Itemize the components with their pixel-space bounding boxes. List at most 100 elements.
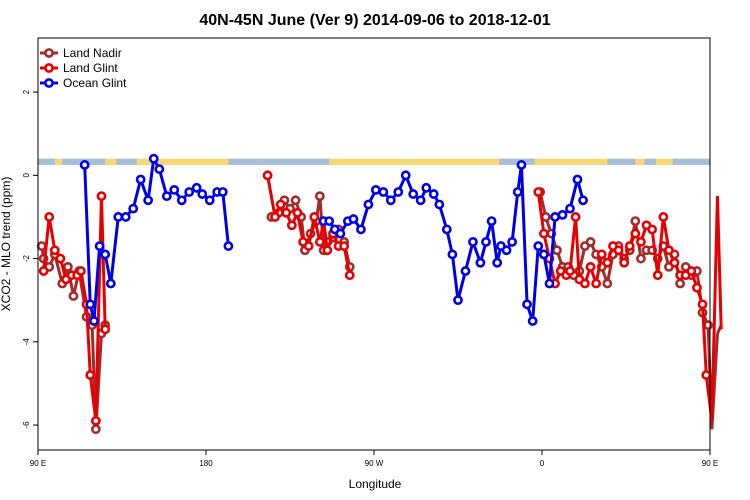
data-point <box>468 237 478 247</box>
y-tick-label: -2 <box>22 254 31 262</box>
data-point <box>516 160 527 170</box>
series-line-segment <box>574 216 581 280</box>
data-point <box>76 266 86 276</box>
data-point <box>636 237 646 247</box>
data-point <box>636 253 646 264</box>
ocean-band-segment <box>38 158 55 165</box>
legend-label: Land Nadir <box>63 46 122 60</box>
data-point <box>697 299 708 310</box>
data-point <box>538 249 549 260</box>
data-point <box>591 278 602 289</box>
data-point <box>184 187 195 197</box>
data-point <box>292 207 303 218</box>
data-point <box>49 245 60 256</box>
data-point <box>544 278 555 289</box>
data-point <box>378 187 389 197</box>
series-line-segment <box>92 245 102 322</box>
data-point <box>501 245 512 256</box>
series-line-segment <box>295 212 305 243</box>
data-point <box>533 241 544 251</box>
y-tick-label: 2 <box>22 89 31 94</box>
data-point <box>113 212 124 222</box>
data-point <box>154 164 165 174</box>
data-point <box>507 237 518 247</box>
y-tick-label: -4 <box>22 338 31 346</box>
x-tick-label: 90 E <box>702 459 718 468</box>
data-point <box>400 170 411 181</box>
series-line-segment <box>450 254 460 301</box>
series-line-segment <box>464 241 475 272</box>
legend-marker <box>44 78 54 88</box>
data-point <box>339 241 350 251</box>
data-point <box>647 224 658 235</box>
series-line-segment <box>510 191 520 243</box>
data-point <box>197 189 208 199</box>
ocean-band-segment <box>691 158 710 165</box>
data-point <box>148 153 159 164</box>
series-line-segment <box>701 304 708 376</box>
ocean-band-segment <box>607 158 636 165</box>
data-point <box>703 320 714 331</box>
data-point <box>176 195 187 206</box>
data-point <box>94 241 105 251</box>
data-point <box>344 270 355 281</box>
series-line-segment <box>531 245 540 322</box>
legend-marker <box>44 48 54 58</box>
y-tick-label: -6 <box>22 421 31 429</box>
series-line-segment <box>109 216 120 284</box>
data-point <box>557 209 568 220</box>
series-line-segment <box>83 164 92 305</box>
series-line-segment <box>656 216 665 276</box>
series-line-segment <box>490 220 499 263</box>
legend-marker <box>44 63 54 73</box>
data-point <box>664 245 674 256</box>
data-point <box>619 257 630 268</box>
data-point <box>434 199 445 210</box>
data-point <box>79 160 90 170</box>
data-point <box>385 195 396 206</box>
data-point <box>85 370 96 380</box>
data-point <box>290 195 301 206</box>
data-point <box>624 241 635 251</box>
ocean-band-segment <box>116 158 137 165</box>
data-point <box>38 266 49 276</box>
data-point <box>565 266 575 276</box>
data-point <box>161 191 172 202</box>
series-line-segment <box>99 196 107 330</box>
series-line-segment <box>547 216 557 284</box>
data-point <box>36 241 47 251</box>
series-line-segment <box>710 196 719 421</box>
data-point <box>314 237 325 247</box>
data-point <box>585 237 596 247</box>
data-point <box>191 182 202 193</box>
data-point <box>281 207 292 218</box>
data-point <box>538 228 549 239</box>
data-point <box>460 266 471 276</box>
data-point <box>447 249 458 260</box>
data-point <box>481 237 491 247</box>
data-point <box>223 241 234 251</box>
data-point <box>143 195 154 206</box>
data-point <box>585 261 596 272</box>
data-point <box>105 278 116 289</box>
land-ocean-band <box>38 158 710 165</box>
data-point <box>169 184 180 195</box>
data-point <box>120 212 131 222</box>
series-ocean-glint <box>79 153 588 326</box>
series-line-segment <box>519 164 529 305</box>
series-line-segment <box>568 179 579 209</box>
series-line-segment <box>42 216 51 272</box>
data-point <box>62 261 73 272</box>
data-point <box>533 187 544 197</box>
data-point <box>363 199 374 210</box>
series-line-segment <box>307 216 316 247</box>
series-line-segment <box>85 304 92 376</box>
series-line-segment <box>47 216 57 251</box>
data-point <box>602 257 613 268</box>
data-point <box>475 257 486 268</box>
data-point <box>89 316 99 326</box>
series-line-segment <box>94 196 103 421</box>
series-line-segment <box>661 216 671 251</box>
series-land-glint <box>38 170 723 426</box>
